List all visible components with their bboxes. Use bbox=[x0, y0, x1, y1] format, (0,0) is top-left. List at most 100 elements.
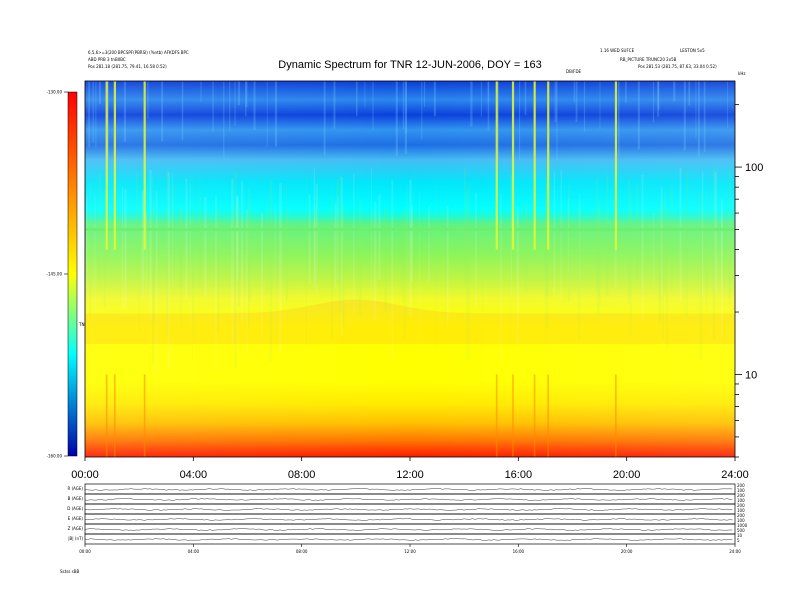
texture-stripe bbox=[727, 81, 728, 129]
texture-stripe bbox=[315, 183, 318, 292]
texture-stripe bbox=[269, 189, 271, 294]
texture-stripe bbox=[544, 199, 546, 355]
colorbar-tick-label: -130.00 bbox=[47, 90, 63, 95]
texture-stripe bbox=[384, 206, 387, 313]
texture-stripe bbox=[123, 81, 127, 142]
texture-stripe bbox=[545, 177, 548, 297]
texture-stripe bbox=[193, 203, 195, 335]
chart-title: Dynamic Spectrum for TNR 12-JUN-2006, DO… bbox=[278, 59, 541, 71]
colorbar bbox=[67, 91, 78, 457]
texture-stripe bbox=[121, 187, 124, 310]
texture-stripe bbox=[103, 189, 106, 308]
texture-stripe bbox=[94, 195, 96, 312]
texture-stripe bbox=[314, 203, 316, 281]
panel-x-tick-label: 04:00 bbox=[188, 549, 200, 554]
burst-lower bbox=[113, 374, 116, 457]
texture-stripe bbox=[433, 81, 436, 117]
texture-stripe bbox=[223, 81, 225, 159]
texture-stripe bbox=[641, 174, 644, 320]
burst-upper bbox=[495, 81, 498, 250]
texture-stripe bbox=[372, 81, 374, 130]
enhanced-emission-band bbox=[85, 299, 735, 345]
header-left-line1: 6,5,6>=3(200 BPCSPF(PBRSI) (%ntb) AFKDFS… bbox=[88, 50, 189, 55]
texture-stripe bbox=[409, 179, 412, 316]
texture-stripe bbox=[199, 196, 202, 289]
texture-stripe bbox=[135, 173, 138, 279]
texture-stripe bbox=[659, 199, 662, 304]
texture-stripe bbox=[419, 192, 421, 347]
khz-label: kHz bbox=[738, 71, 745, 76]
panel-x-tick-label: 00:00 bbox=[79, 549, 91, 554]
burst-upper bbox=[614, 81, 618, 250]
texture-stripe bbox=[446, 205, 449, 323]
texture-stripe bbox=[406, 197, 407, 314]
colorbar-tick-label: -160.00 bbox=[47, 454, 63, 459]
texture-stripe bbox=[323, 81, 326, 156]
header-right-line1: 1.16 WED SUFCE bbox=[600, 48, 635, 53]
texture-stripe bbox=[141, 192, 143, 281]
burst-lower bbox=[105, 374, 108, 457]
texture-stripe bbox=[567, 198, 569, 291]
texture-stripe bbox=[596, 206, 600, 315]
panel-x-tick-label: 08:00 bbox=[296, 549, 308, 554]
interference-line bbox=[85, 227, 735, 231]
texture-stripe bbox=[583, 81, 586, 132]
texture-stripe bbox=[545, 182, 549, 329]
panel-row bbox=[84, 533, 736, 545]
texture-stripe bbox=[181, 81, 184, 141]
texture-stripe bbox=[155, 191, 158, 373]
burst-upper bbox=[105, 81, 108, 250]
texture-stripe bbox=[95, 81, 97, 148]
texture-stripe bbox=[596, 178, 598, 291]
texture-stripe bbox=[662, 199, 664, 339]
texture-stripe bbox=[336, 178, 339, 284]
burst-upper bbox=[547, 81, 550, 250]
texture-stripe bbox=[554, 81, 557, 122]
colorbar-label: TNR bbox=[78, 322, 87, 327]
burst-lower bbox=[143, 374, 146, 457]
panel-trace bbox=[84, 528, 733, 531]
x-tick-label: 16:00 bbox=[505, 469, 533, 481]
texture-stripe bbox=[189, 183, 191, 330]
texture-stripe bbox=[480, 81, 482, 117]
colorbar-ticks: -130.00 -145.00 -160.00 bbox=[47, 90, 68, 459]
panel-x-tick-label: 24:00 bbox=[729, 549, 741, 554]
texture-stripe bbox=[428, 206, 430, 282]
texture-stripe bbox=[124, 189, 127, 308]
texture-stripe bbox=[316, 196, 318, 290]
texture-stripe bbox=[266, 200, 268, 294]
burst-lower bbox=[495, 374, 498, 457]
panel-row-tick: 200 bbox=[737, 493, 745, 498]
panel-trace bbox=[84, 518, 733, 521]
texture-stripe bbox=[215, 195, 217, 371]
texture-stripe bbox=[487, 81, 490, 131]
y-tick-label: 100 bbox=[745, 162, 763, 174]
texture-stripe bbox=[670, 186, 673, 291]
texture-stripe bbox=[617, 81, 620, 158]
header-annotation: DB/FDE bbox=[566, 69, 582, 74]
panel-trace bbox=[84, 538, 733, 541]
texture-stripe bbox=[167, 172, 170, 370]
panel-trace bbox=[84, 488, 733, 491]
texture-stripe bbox=[423, 81, 426, 108]
texture-stripe bbox=[191, 181, 193, 361]
texture-stripe bbox=[269, 180, 273, 362]
panel-row-tick: 100 bbox=[737, 518, 745, 523]
texture-stripe bbox=[463, 168, 467, 283]
texture-stripe bbox=[405, 81, 407, 134]
burst-lower bbox=[512, 374, 514, 457]
panel-row-label: |B| (nT) bbox=[68, 536, 83, 541]
panel-row-tick: 10 bbox=[737, 533, 743, 538]
texture-stripe bbox=[579, 194, 581, 296]
texture-stripe bbox=[275, 206, 277, 347]
panel-row-tick: 100 bbox=[737, 488, 745, 493]
header-right-line4: Pos 281.53 (281.75, 87.63, 33.04 0.52) bbox=[638, 64, 717, 69]
texture-stripe bbox=[487, 81, 489, 103]
texture-stripe bbox=[147, 81, 149, 119]
texture-stripe bbox=[373, 202, 377, 320]
texture-stripe bbox=[166, 170, 169, 337]
texture-stripe bbox=[378, 194, 381, 280]
panel-row-tick: 200 bbox=[737, 483, 745, 488]
